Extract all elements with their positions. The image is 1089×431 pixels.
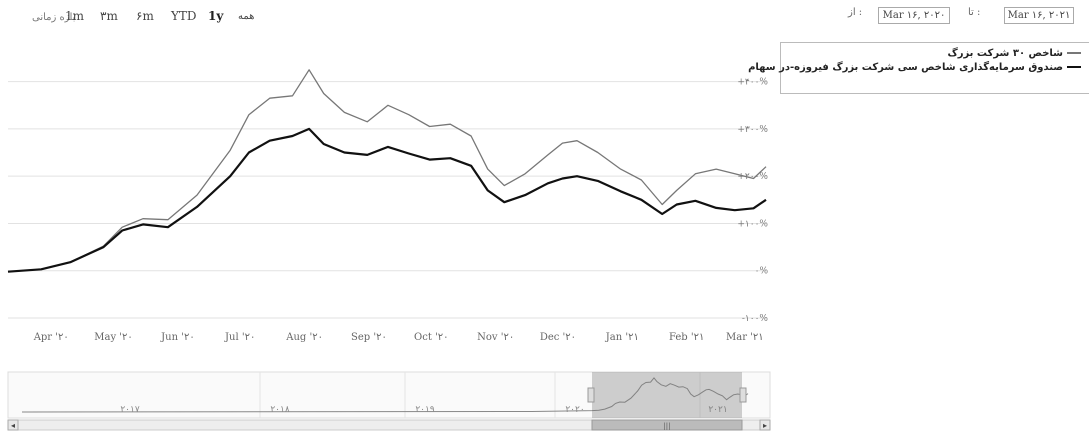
- legend-swatch-index: [1067, 52, 1081, 54]
- x-tick-label: Feb '۲۱: [669, 332, 704, 343]
- y-tick-label: +۲۰۰%: [737, 172, 768, 182]
- legend-item-index[interactable]: شاخص ۳۰ شرکت بزرگ: [947, 48, 1081, 59]
- legend-label-index: شاخص ۳۰ شرکت بزرگ: [947, 48, 1063, 59]
- navigator-left-handle: [587, 387, 595, 403]
- zoom-ytd-button[interactable]: YTD: [171, 9, 197, 23]
- navigator-year-label: ۲۰۲۱: [708, 405, 727, 415]
- zoom-3m-button[interactable]: ۳m: [100, 9, 118, 23]
- navigator-year-label: ۲۰۱۷: [120, 405, 140, 415]
- x-tick-label: Sep '۲۰: [351, 332, 387, 343]
- to-label: تا :: [968, 7, 981, 18]
- navigator-scrollbar-thumb: [591, 419, 743, 431]
- x-tick-label: Oct '۲۰: [414, 332, 449, 343]
- scroll-right-arrow-icon: ▸: [763, 421, 767, 430]
- scroll-left-arrow-icon: ◂: [11, 421, 15, 430]
- navigator-series-line: [21, 377, 749, 413]
- zoom-1y-button[interactable]: 1y: [208, 9, 224, 23]
- series-line-index: [7, 69, 767, 273]
- navigator-scrollbar-grip: |||: [663, 422, 670, 430]
- from-date-input[interactable]: [878, 7, 950, 24]
- y-axis-ticks: -۱۰۰% ۰% +۱۰۰% +۲۰۰% +۳۰۰% +۴۰۰%: [737, 78, 768, 324]
- series-line-fund: [7, 127, 767, 273]
- y-tick-label: +۴۰۰%: [737, 78, 768, 88]
- y-tick-label: ۰%: [755, 267, 769, 277]
- series-lines: [7, 69, 767, 273]
- navigator-scroll-right-button: [759, 419, 771, 431]
- navigator-right-handle: [739, 387, 747, 403]
- x-tick-label: Jan '۲۱: [605, 332, 639, 343]
- navigator-scroll-left-button: [7, 419, 19, 431]
- x-axis-ticks: Apr '۲۰ May '۲۰ Jun '۲۰ Jul '۲۰ Aug '۲۰ Sep '…: [33, 332, 764, 343]
- legend-label-fund: صندوق سرمایه‌گذاری شاخص سی شرکت بزرگ فیر…: [748, 62, 1063, 73]
- zoom-all-button[interactable]: همه: [238, 11, 255, 22]
- legend: شاخص ۳۰ شرکت بزرگ صندوق سرمایه‌گذاری شاخ…: [748, 42, 1089, 94]
- x-tick-label: Aug '۲۰: [285, 332, 323, 343]
- zoom-6m-button[interactable]: ۶m: [136, 9, 154, 23]
- legend-swatch-fund: [1067, 66, 1081, 68]
- navigator-selection: [592, 372, 742, 418]
- x-tick-label: Jul '۲۰: [224, 332, 255, 343]
- toolbar: بازه زمانی 1m ۳m ۶m YTD 1y همه از : تا :: [0, 0, 1089, 34]
- zoom-1m-button[interactable]: 1m: [65, 9, 85, 23]
- navigator-year-label: ۲۰۲۰: [565, 405, 584, 415]
- grid: [8, 81, 766, 319]
- x-tick-label: Apr '۲۰: [33, 332, 69, 343]
- y-tick-label: +۳۰۰%: [737, 125, 768, 135]
- x-tick-label: Dec '۲۰: [540, 332, 576, 343]
- to-date-input[interactable]: [1004, 7, 1074, 24]
- navigator[interactable]: ۲۰۱۷ ۲۰۱۸ ۲۰۱۹ ۲۰۲۰ ۲۰۲۱ ||| ◂ ▸: [7, 371, 771, 431]
- x-tick-label: Mar '۲۱: [726, 332, 764, 343]
- x-tick-label: Jun '۲۰: [160, 332, 195, 343]
- x-tick-label: May '۲۰: [94, 332, 133, 343]
- legend-item-fund[interactable]: صندوق سرمایه‌گذاری شاخص سی شرکت بزرگ فیر…: [748, 62, 1081, 73]
- x-tick-label: Nov '۲۰: [477, 332, 514, 343]
- y-tick-label: -۱۰۰%: [742, 314, 769, 324]
- navigator-year-label: ۲۰۱۹: [415, 405, 435, 415]
- navigator-frame: [7, 371, 771, 419]
- y-tick-label: +۱۰۰%: [737, 219, 768, 229]
- from-label: از :: [848, 7, 863, 18]
- navigator-year-label: ۲۰۱۸: [270, 405, 290, 415]
- zoom-label: بازه زمانی: [32, 12, 76, 23]
